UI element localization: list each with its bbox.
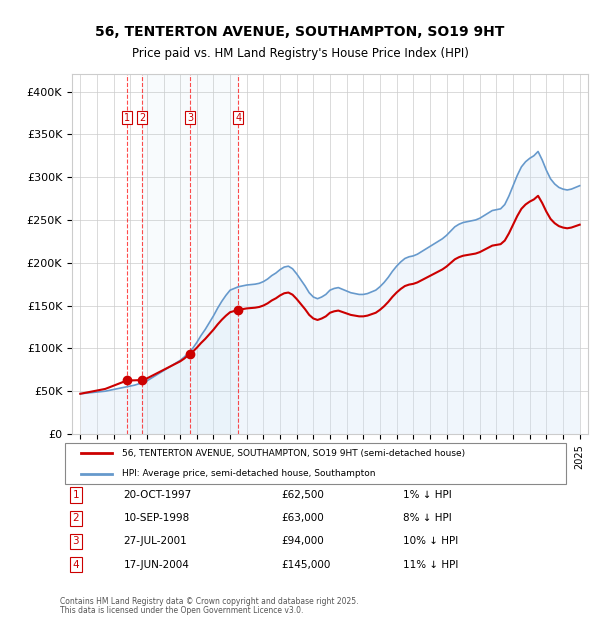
Text: 8% ↓ HPI: 8% ↓ HPI [403,513,452,523]
Text: 4: 4 [235,113,242,123]
Text: £62,500: £62,500 [282,490,325,500]
FancyBboxPatch shape [65,443,566,484]
Text: £63,000: £63,000 [282,513,325,523]
Text: 20-OCT-1997: 20-OCT-1997 [124,490,191,500]
Text: £94,000: £94,000 [282,536,325,546]
Text: 2: 2 [73,513,79,523]
Text: 1: 1 [73,490,79,500]
Text: Contains HM Land Registry data © Crown copyright and database right 2025.: Contains HM Land Registry data © Crown c… [60,597,359,606]
Text: 3: 3 [73,536,79,546]
Text: £145,000: £145,000 [282,560,331,570]
Text: HPI: Average price, semi-detached house, Southampton: HPI: Average price, semi-detached house,… [122,469,376,478]
Text: 1% ↓ HPI: 1% ↓ HPI [403,490,452,500]
Text: 10% ↓ HPI: 10% ↓ HPI [403,536,458,546]
Text: 56, TENTERTON AVENUE, SOUTHAMPTON, SO19 9HT (semi-detached house): 56, TENTERTON AVENUE, SOUTHAMPTON, SO19 … [122,449,465,458]
Text: 4: 4 [73,560,79,570]
Text: Price paid vs. HM Land Registry's House Price Index (HPI): Price paid vs. HM Land Registry's House … [131,46,469,60]
Text: 27-JUL-2001: 27-JUL-2001 [124,536,187,546]
Text: 17-JUN-2004: 17-JUN-2004 [124,560,189,570]
Bar [142,74,238,434]
Text: 56, TENTERTON AVENUE, SOUTHAMPTON, SO19 9HT: 56, TENTERTON AVENUE, SOUTHAMPTON, SO19 … [95,25,505,39]
Text: 2: 2 [139,113,145,123]
Text: 11% ↓ HPI: 11% ↓ HPI [403,560,458,570]
Text: 3: 3 [187,113,193,123]
Text: 10-SEP-1998: 10-SEP-1998 [124,513,190,523]
Text: This data is licensed under the Open Government Licence v3.0.: This data is licensed under the Open Gov… [60,606,304,615]
Text: 1: 1 [124,113,130,123]
